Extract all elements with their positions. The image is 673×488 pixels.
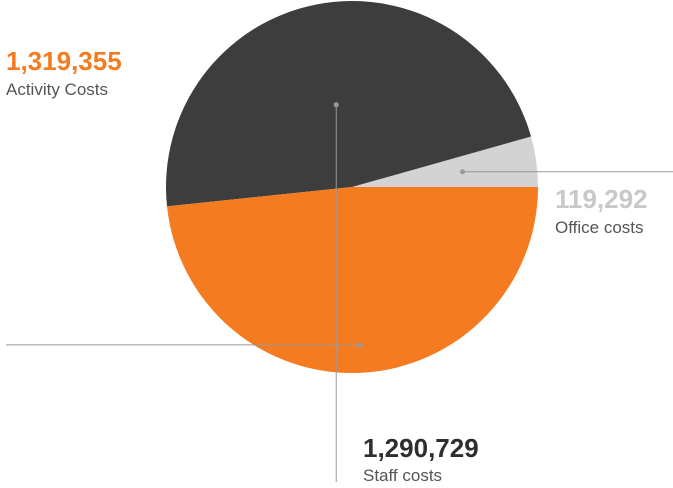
office-costs-value: 119,292 [555, 184, 648, 214]
staff-costs-value: 1,290,729 [363, 433, 479, 463]
pie-slice-activity-costs [167, 187, 538, 374]
activity-costs-leader-dot [357, 342, 363, 348]
office-costs-label: Office costs [555, 218, 644, 237]
pie-slices [165, 1, 539, 374]
activity-costs-value: 1,319,355 [6, 46, 122, 76]
office-costs-leader-dot [460, 169, 466, 175]
pie-slice-office-costs [352, 136, 539, 187]
activity-costs-label: Activity Costs [6, 80, 108, 99]
pie-slice-staff-costs [165, 1, 532, 207]
staff-costs-leader-dot [333, 102, 339, 108]
leader-lines [6, 102, 673, 482]
staff-costs-label: Staff costs [363, 466, 442, 485]
